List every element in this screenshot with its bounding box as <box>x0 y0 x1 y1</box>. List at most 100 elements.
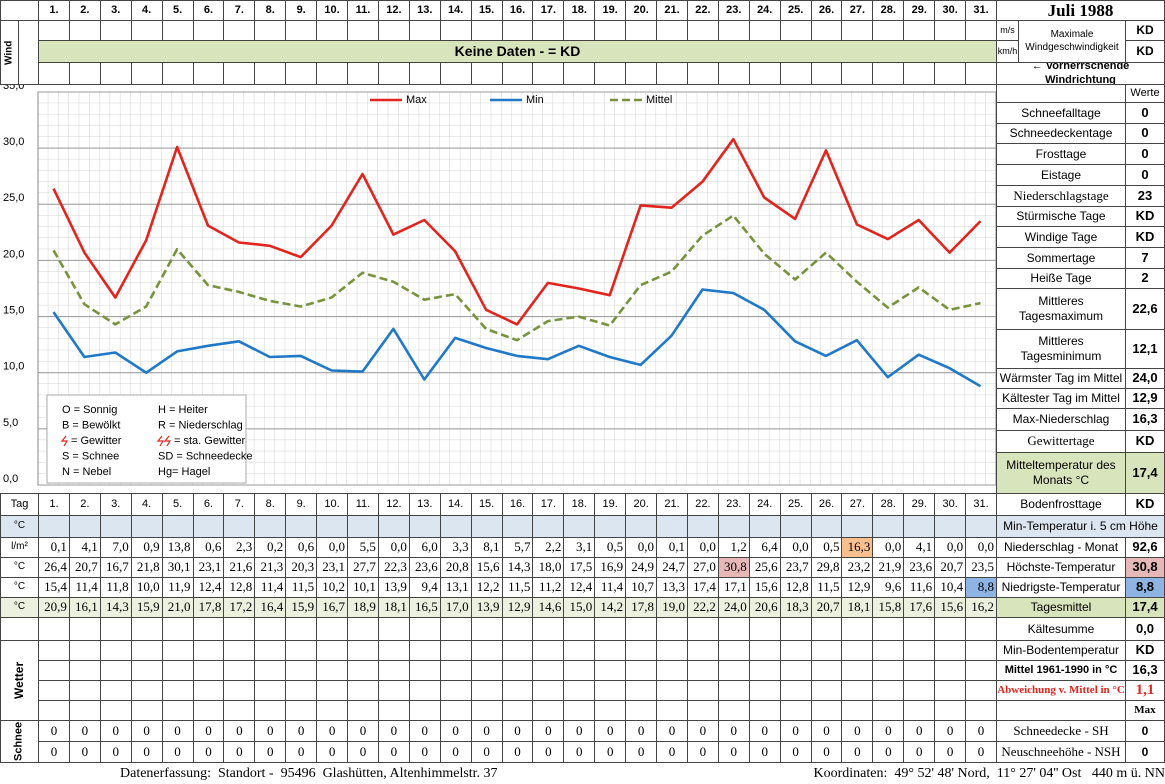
day-value: 9,6 <box>872 577 905 598</box>
day-header: 22. <box>686 493 719 516</box>
snow-value: 0 <box>563 720 596 742</box>
day-value: 16,5 <box>408 597 441 618</box>
day-header: 9. <box>285 0 318 21</box>
day-value: 4,1 <box>68 537 101 558</box>
weather-cell <box>439 660 472 681</box>
extra-label: Abweichung v. Mittel in °C <box>996 680 1126 701</box>
empty-cell <box>686 515 719 538</box>
weather-cell <box>316 640 349 661</box>
weather-cell <box>903 680 936 701</box>
table-row-label: Niedrigste-Temperatur <box>996 577 1126 598</box>
weather-cell <box>130 700 163 721</box>
weather-cell <box>748 700 781 721</box>
empty-cell <box>965 617 997 641</box>
empty-cell <box>408 515 441 538</box>
weather-cell <box>192 700 225 721</box>
summary-value: KD <box>1125 226 1165 248</box>
day-value: 21,9 <box>872 557 905 578</box>
day-label: Tag <box>0 493 39 516</box>
weather-cell <box>408 640 441 661</box>
empty-cell <box>285 515 318 538</box>
day-value: 11,8 <box>99 577 132 598</box>
day-value: 26,4 <box>38 557 70 578</box>
wind-cell <box>563 20 596 41</box>
wind-cell <box>532 62 565 85</box>
weather-cell <box>532 640 565 661</box>
day-header: 15. <box>470 493 503 516</box>
snow-value: 0 <box>563 741 596 763</box>
day-header: 18. <box>563 493 596 516</box>
weather-cell <box>872 640 905 661</box>
weather-cell <box>686 660 719 681</box>
weather-cell <box>192 640 225 661</box>
day-value: 3,1 <box>563 537 596 558</box>
no-data-bar: Keine Daten - = KD <box>38 40 997 63</box>
weather-cell <box>625 640 658 661</box>
empty-cell <box>717 515 750 538</box>
day-value: 12,8 <box>779 577 812 598</box>
weather-cell <box>656 680 688 701</box>
y-tick-label: 10,0 <box>3 361 24 373</box>
summary-label: Niederschlagstage <box>996 185 1126 207</box>
day-value: 21,8 <box>130 557 163 578</box>
weather-cell <box>779 680 812 701</box>
summary-label: Gewittertage <box>996 430 1126 453</box>
wind-cell <box>130 62 163 85</box>
snow-value: 0 <box>872 720 905 742</box>
weather-cell <box>316 700 349 721</box>
weather-cell <box>810 640 843 661</box>
wind-cell <box>563 62 596 85</box>
weather-cell <box>563 640 596 661</box>
day-value: 29,8 <box>810 557 843 578</box>
weather-cell <box>470 700 503 721</box>
y-tick-label: 0,0 <box>3 473 18 485</box>
weather-cell <box>99 660 132 681</box>
weather-cell <box>192 660 225 681</box>
day-value: 13,1 <box>439 577 472 598</box>
day-value: 14,6 <box>532 597 565 618</box>
wind-cell <box>779 20 812 41</box>
day-value: 30,1 <box>161 557 194 578</box>
day-value: 11,4 <box>68 577 101 598</box>
wind-cell <box>748 62 781 85</box>
table-row-value: 30,8 <box>1125 557 1165 578</box>
snow-value: 0 <box>38 741 70 763</box>
wind-cell <box>717 20 750 41</box>
day-header: 2. <box>68 0 101 21</box>
snow-value: 0 <box>223 720 256 742</box>
empty-cell <box>130 617 163 641</box>
day-value: 11,4 <box>594 577 627 598</box>
snow-value: 0 <box>717 741 750 763</box>
weather-cell <box>656 640 688 661</box>
wind-cell <box>347 62 379 85</box>
day-value: 20,3 <box>285 557 318 578</box>
weather-cell <box>316 660 349 681</box>
weather-cell <box>254 660 287 681</box>
day-value: 23,5 <box>965 557 997 578</box>
day-header: 10. <box>316 0 349 21</box>
weather-cell <box>347 700 379 721</box>
day-value: 0,5 <box>810 537 843 558</box>
wind-cell <box>38 20 70 41</box>
day-value: 0,0 <box>316 537 349 558</box>
day-value: 0,0 <box>779 537 812 558</box>
weather-cell <box>68 640 101 661</box>
y-tick-label: 5,0 <box>3 417 18 429</box>
weather-cell <box>903 660 936 681</box>
wind-cell <box>872 20 905 41</box>
weather-cell <box>686 700 719 721</box>
weather-cell <box>99 700 132 721</box>
day-value: 15,8 <box>872 597 905 618</box>
day-value: 12,2 <box>470 577 503 598</box>
day-value: 18,1 <box>841 597 874 618</box>
day-value: 12,4 <box>192 577 225 598</box>
weather-cell <box>872 680 905 701</box>
max-wind-kmh: KD <box>1125 40 1165 63</box>
day-value: 27,7 <box>347 557 379 578</box>
symbol-legend-item: H = Heiter <box>158 404 208 416</box>
legend-label: Min <box>526 94 544 106</box>
wind-side <box>18 20 39 85</box>
weather-cell <box>841 700 874 721</box>
snow-value: 0 <box>779 720 812 742</box>
wind-cell <box>347 20 379 41</box>
